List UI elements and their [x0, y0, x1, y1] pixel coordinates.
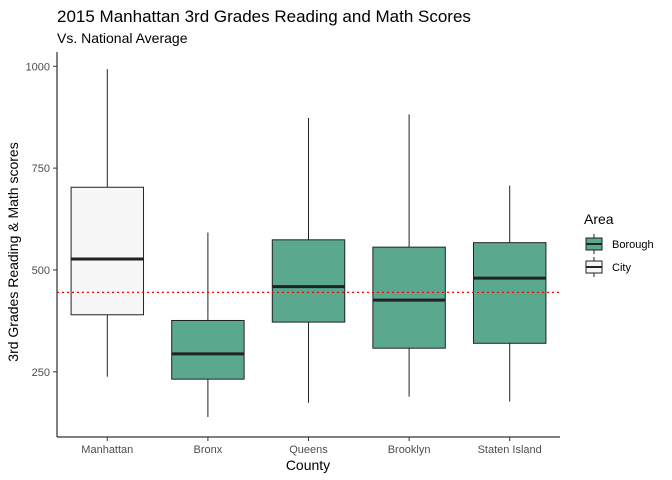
chart-subtitle: Vs. National Average	[57, 30, 188, 46]
legend-label: City	[612, 262, 631, 274]
legend: Area Borough City	[584, 211, 654, 277]
y-tick-label: 500	[32, 265, 50, 277]
y-axis-title: 3rd Grades Reading & Math scores	[5, 142, 21, 361]
chart-title: 2015 Manhattan 3rd Grades Reading and Ma…	[57, 7, 471, 26]
box-queens	[271, 239, 346, 323]
x-tick-label: Staten Island	[478, 444, 542, 456]
box-staten-island	[472, 242, 547, 344]
box-bronx	[171, 319, 245, 380]
y-tick-label: 750	[32, 163, 50, 175]
legend-label: Borough	[612, 239, 654, 251]
x-axis-title: County	[286, 457, 330, 473]
x-tick-label: Manhattan	[81, 444, 133, 456]
y-tick-label: 250	[32, 367, 50, 379]
y-tick-label: 1000	[26, 61, 50, 73]
box-manhattan	[70, 186, 145, 316]
x-tick-label: Bronx	[194, 444, 223, 456]
legend-title: Area	[584, 211, 614, 227]
plot-area: 250 500 750 1000 Manhattan Bronx Queens Brookly…	[26, 52, 560, 456]
x-tick-label: Queens	[289, 444, 328, 456]
box-brooklyn	[372, 246, 446, 349]
x-tick-label: Brooklyn	[388, 444, 431, 456]
